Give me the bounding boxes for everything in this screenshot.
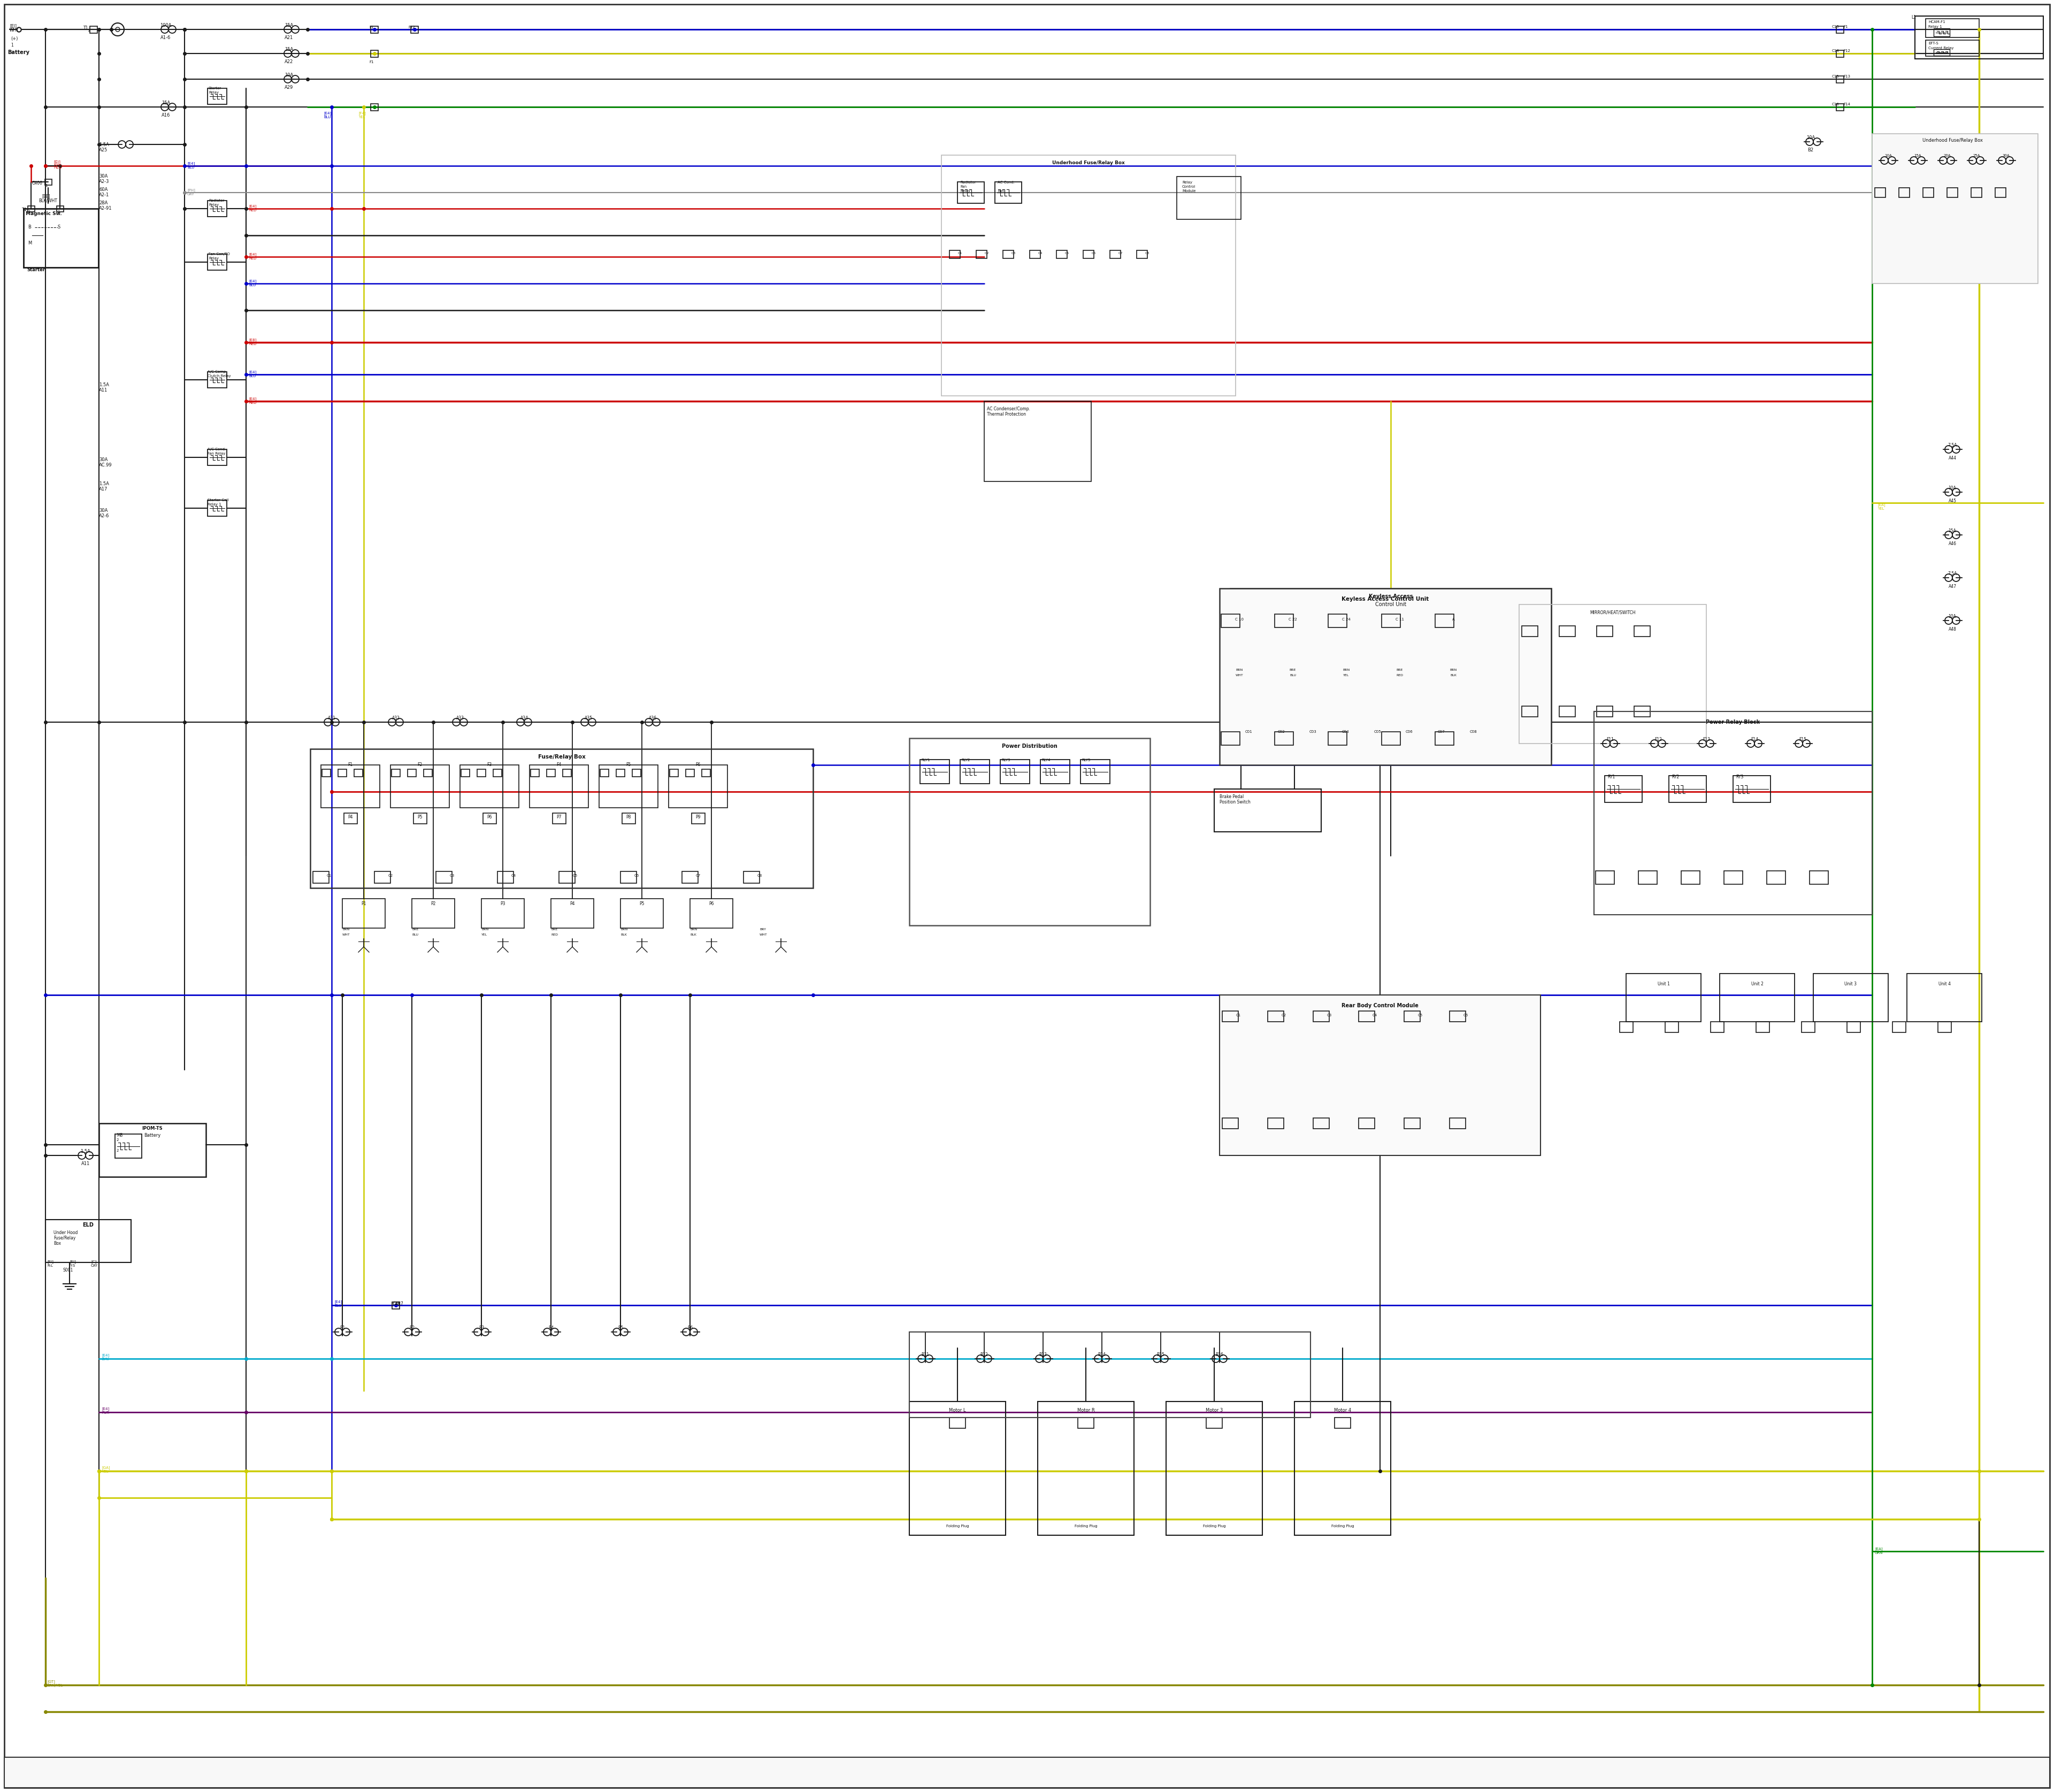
Text: [E4]
RED: [E4] RED <box>249 253 257 260</box>
Bar <box>207 371 226 387</box>
Text: A31: A31 <box>329 715 335 720</box>
Text: BRN: BRN <box>690 928 696 930</box>
Bar <box>1680 871 1701 883</box>
Bar <box>1220 588 1551 765</box>
Text: P4: P4 <box>569 901 575 907</box>
Text: C06: C06 <box>1405 729 1413 733</box>
Text: WHT: WHT <box>1234 674 1243 677</box>
Bar <box>1267 1118 1284 1129</box>
Text: [E4]
RED: [E4] RED <box>249 396 257 405</box>
Bar <box>1947 188 1957 197</box>
Bar <box>1222 1118 1239 1129</box>
Bar <box>1029 251 1041 258</box>
Bar <box>1520 604 1707 744</box>
Bar <box>1436 731 1454 745</box>
Bar <box>1668 776 1707 803</box>
Text: P1: P1 <box>362 901 366 907</box>
Bar <box>1814 973 1888 1021</box>
Text: C07: C07 <box>1438 729 1446 733</box>
Text: A2-1: A2-1 <box>99 192 109 197</box>
Bar <box>550 898 594 928</box>
Bar <box>370 104 378 111</box>
Text: RY2: RY2 <box>1672 774 1680 780</box>
Text: C4: C4 <box>1372 1014 1376 1016</box>
Text: Magnetic Sw.: Magnetic Sw. <box>25 211 62 217</box>
Text: WHT: WHT <box>10 29 18 32</box>
Bar <box>702 769 711 776</box>
Bar <box>1719 973 1795 1021</box>
Bar <box>1450 1118 1467 1129</box>
Text: 2018 LAND ROVER RANGE ROVER: 2018 LAND ROVER RANGE ROVER <box>957 1763 1097 1770</box>
Bar <box>1836 104 1844 111</box>
Bar <box>1666 1021 1678 1032</box>
Bar <box>1082 251 1095 258</box>
Bar <box>207 88 226 104</box>
Text: 1: 1 <box>88 29 90 32</box>
Text: C05: C05 <box>1374 729 1380 733</box>
Text: C7: C7 <box>696 874 700 878</box>
Bar <box>353 769 364 776</box>
Text: [E4]
BLU: [E4] BLU <box>249 371 257 378</box>
Bar <box>115 1134 142 1158</box>
Text: B32: B32 <box>980 1353 988 1357</box>
Text: 15A: 15A <box>286 23 294 29</box>
Bar <box>949 1417 965 1428</box>
Bar <box>1222 731 1241 745</box>
Text: A36: A36 <box>649 715 657 720</box>
Text: 30A: 30A <box>99 457 107 462</box>
Text: F15: F15 <box>1799 737 1805 742</box>
Text: A33: A33 <box>456 715 464 720</box>
Text: RY3: RY3 <box>1736 774 1744 780</box>
Bar <box>310 749 813 889</box>
Bar <box>1214 788 1321 831</box>
Text: C1: C1 <box>1237 1014 1241 1016</box>
Bar <box>957 181 984 202</box>
Bar <box>633 769 641 776</box>
Text: F1: F1 <box>347 762 353 767</box>
Text: Relay: Relay <box>210 91 220 95</box>
Bar <box>207 500 226 516</box>
Text: S: S <box>58 224 60 229</box>
Text: B31: B31 <box>922 1353 928 1357</box>
Bar <box>1041 760 1070 783</box>
Bar <box>1329 615 1347 627</box>
Bar <box>1756 1021 1768 1032</box>
Text: F13: F13 <box>1842 75 1851 79</box>
Text: A/C Cond.: A/C Cond. <box>207 448 226 452</box>
Text: RLY2: RLY2 <box>961 758 969 762</box>
Bar <box>692 814 705 824</box>
Text: [E8]
RED: [E8] RED <box>249 339 257 346</box>
Bar <box>1362 728 1378 738</box>
Text: 1.5A: 1.5A <box>99 382 109 387</box>
Text: Radiator: Radiator <box>210 199 224 202</box>
Bar <box>553 814 567 824</box>
Text: C1: C1 <box>957 253 963 254</box>
Text: YEL: YEL <box>481 934 487 935</box>
Bar <box>1836 27 1844 34</box>
Text: B36: B36 <box>1216 1353 1224 1357</box>
Text: F1: F1 <box>370 61 374 65</box>
Text: 15A: 15A <box>286 47 294 52</box>
Text: C04: C04 <box>1341 729 1349 733</box>
Text: BRN: BRN <box>343 928 349 930</box>
Text: A22: A22 <box>286 59 294 65</box>
Text: Folding Plug: Folding Plug <box>947 1525 969 1529</box>
Text: MIRROR/HEAT/SWITCH: MIRROR/HEAT/SWITCH <box>1590 609 1635 615</box>
Text: 1.5A: 1.5A <box>99 482 109 486</box>
Text: BLU: BLU <box>1290 674 1296 677</box>
Text: 1: 1 <box>29 210 31 213</box>
Bar <box>920 760 949 783</box>
Bar <box>1927 39 1980 56</box>
Text: C01: C01 <box>1245 729 1253 733</box>
Text: Unit 2: Unit 2 <box>1750 982 1762 986</box>
Text: 15A: 15A <box>1949 529 1955 534</box>
Text: R1: R1 <box>339 1326 345 1330</box>
Bar <box>1335 1417 1352 1428</box>
Text: [C]
CAY: [C] CAY <box>90 1260 99 1267</box>
Text: A2-91: A2-91 <box>99 206 113 211</box>
Bar <box>1037 1401 1134 1536</box>
Text: C 22: C 22 <box>1288 618 1296 622</box>
Text: Underhood Fuse/Relay Box: Underhood Fuse/Relay Box <box>1923 138 1982 143</box>
Text: Unit 1: Unit 1 <box>1658 982 1670 986</box>
Text: 15A: 15A <box>1914 154 1920 158</box>
